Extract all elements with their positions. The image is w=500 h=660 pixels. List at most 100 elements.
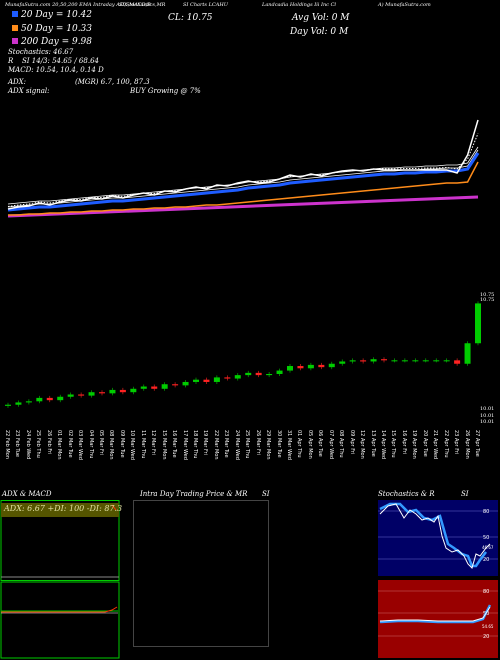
ema200-line — [7, 195, 479, 218]
stoch-value: 46.67 — [482, 545, 494, 550]
date-tick-label: 17 Mar Wed — [181, 430, 188, 460]
date-tick-label: 30 Mar Tue — [275, 430, 282, 458]
date-tick-label: 16 Mar Tue — [171, 430, 178, 458]
upper-band-line — [7, 146, 479, 205]
adx-label: ADX: — [8, 78, 27, 86]
date-tick-label: 13 Apr Tue — [369, 430, 376, 457]
adx-line — [111, 504, 117, 511]
date-tick-label: 12 Mar Fri — [150, 430, 157, 455]
date-tick-label: 08 Mar Mon — [108, 430, 115, 460]
rsi-line-white — [379, 606, 491, 622]
date-tick-label: 11 Mar Thu — [139, 430, 146, 459]
date-tick-label: 24 Mar Wed — [233, 430, 240, 460]
adx-readout-bg — [1, 503, 119, 517]
intraday-si-label: SI — [262, 490, 270, 498]
stoch-si-label: SI — [461, 490, 469, 498]
date-tick-label: 09 Mar Tue — [118, 430, 125, 458]
adx-signal-label: ADX signal: — [8, 87, 50, 95]
avg-vol-label: Avg Vol: 0 M — [292, 13, 350, 23]
stoch-panel-title: Stochastics & R — [378, 490, 435, 498]
ema200-label: 200 Day = 9.98 — [12, 37, 92, 47]
date-tick-label: 23 Feb Tue — [14, 430, 21, 457]
rsi-value: 54.65 — [482, 624, 494, 629]
ema20-line — [7, 152, 480, 212]
ema50-label: 50 Day = 10.33 — [12, 24, 92, 34]
rsi-label: SI 14/3: 54.65 / 68.64 — [22, 57, 99, 65]
date-tick-label: 20 Apr Tue — [421, 430, 428, 457]
stoch-d-line — [379, 502, 487, 568]
vol-bottom-label-1: 10.01 — [480, 406, 495, 412]
date-tick-label: 09 Apr Fri — [348, 430, 355, 455]
stoch-bg — [378, 500, 498, 576]
date-tick-label: 26 Mar Fri — [254, 430, 261, 455]
date-tick-label: 05 Apr Mon — [306, 430, 313, 459]
ema50-line — [8, 161, 479, 216]
date-tick-label: 19 Mar Fri — [202, 430, 209, 455]
vol-bottom-label-2: 10.01 — [480, 413, 495, 419]
adx-panel-title: ADX & MACD — [2, 490, 52, 498]
date-tick-label: 19 Apr Mon — [411, 430, 418, 459]
stoch-k-line — [379, 503, 491, 569]
macd-signal — [1, 606, 118, 613]
date-tick-label: 05 Mar Fri — [98, 430, 104, 455]
adx-readout: ADX: 6.67 +DI: 100 -DI: 87.3 — [4, 504, 123, 513]
candle-chart — [5, 301, 481, 408]
intraday-panel — [133, 500, 269, 647]
stoch-panel: 80 50 20 46.67 80 50 20 54.65 — [378, 500, 498, 658]
rsi-prefix: R — [8, 57, 14, 65]
adx-signal-value: BUY Growing @ 7% — [130, 87, 201, 95]
date-tick-label: 08 Apr Thu — [338, 430, 345, 458]
header-title: MunafaSutra.com 20,50,200 EMA Intraday A… — [0, 0, 500, 10]
close-price-line — [7, 119, 479, 210]
date-tick-label: 18 Mar Thu — [192, 430, 198, 459]
date-tick-label: 24 Feb Wed — [24, 430, 31, 460]
date-tick-label: 26 Apr Mon — [463, 430, 470, 459]
date-tick-label: 15 Mar Mon — [160, 430, 167, 460]
vol-bottom-label-3: 10.01 — [480, 419, 495, 425]
date-tick-label: 12 Apr Mon — [359, 430, 366, 459]
rsi-line-blue — [379, 604, 492, 624]
vol-top-label-1: 10.75 — [480, 292, 495, 298]
date-tick-label: 01 Apr Thu — [296, 430, 303, 458]
header-title-segment: SI Charts LCAHU — [183, 2, 228, 8]
macd-label: MACD: 10.54, 10.4, 0.14 D — [8, 66, 104, 74]
rsi-tick-20: 20 — [483, 634, 489, 640]
date-tick-label: 23 Mar Tue — [223, 430, 230, 458]
date-tick-label: 01 Mar Mon — [56, 430, 63, 460]
ema20-label: 20 Day = 10.42 — [12, 10, 92, 20]
date-tick-label: 03 Mar Wed — [77, 430, 84, 460]
macd-box — [0, 581, 120, 659]
rsi-tick-80: 80 — [483, 589, 489, 595]
header-title-segment: SI,Stochastics,MR — [119, 2, 166, 8]
date-tick-label: 06 Apr Tue — [317, 430, 324, 457]
adx-value: (MGR) 6.7, 100, 87.3 — [75, 78, 150, 86]
date-tick-label: 04 Mar Thu — [87, 430, 94, 459]
date-tick-label: 02 Mar Tue — [66, 430, 73, 458]
date-tick-label: 29 Mar Mon — [265, 430, 272, 460]
stoch-tick-20: 20 — [483, 557, 489, 563]
header-title-segment: MunafaSutra.com 20,50,200 EMA Intraday A… — [5, 2, 151, 8]
vol-top-label-2: 10.75 — [480, 297, 495, 303]
stochastics-label: Stochastics: 46.67 — [8, 48, 74, 56]
date-tick-label: 25 Mar Thu — [244, 430, 251, 459]
price-chart — [7, 119, 480, 218]
date-tick-label: 25 Feb Thu — [35, 430, 42, 458]
close-label: CL: 10.75 — [168, 13, 213, 23]
stoch-tick-80: 80 — [483, 509, 489, 515]
adx-panel — [0, 500, 120, 659]
date-tick-label: 22 Apr Thu — [442, 430, 449, 458]
intraday-box — [133, 500, 269, 647]
date-tick-label: 21 Apr Wed — [432, 430, 439, 460]
date-tick-label: 10 Mar Wed — [129, 430, 136, 460]
header-title-segment: Landcadia Holdings Iii Inc Cl — [262, 2, 336, 8]
stoch-tick-50: 50 — [483, 535, 489, 541]
date-tick-label: 15 Apr Thu — [390, 430, 397, 458]
date-tick-label: 26 Feb Fri — [45, 430, 52, 455]
date-tick-label: 22 Mar Mon — [212, 430, 219, 460]
date-tick-label: 07 Apr Wed — [327, 430, 334, 460]
date-tick-label: 16 Apr Fri — [400, 430, 407, 455]
header-title-segment: A) MunafaSutra.com — [378, 2, 431, 8]
intraday-panel-title: Intra Day Trading Price & MR — [140, 490, 248, 498]
date-tick-label: 23 Apr Fri — [453, 430, 460, 455]
date-tick-label: 14 Apr Wed — [380, 430, 386, 460]
